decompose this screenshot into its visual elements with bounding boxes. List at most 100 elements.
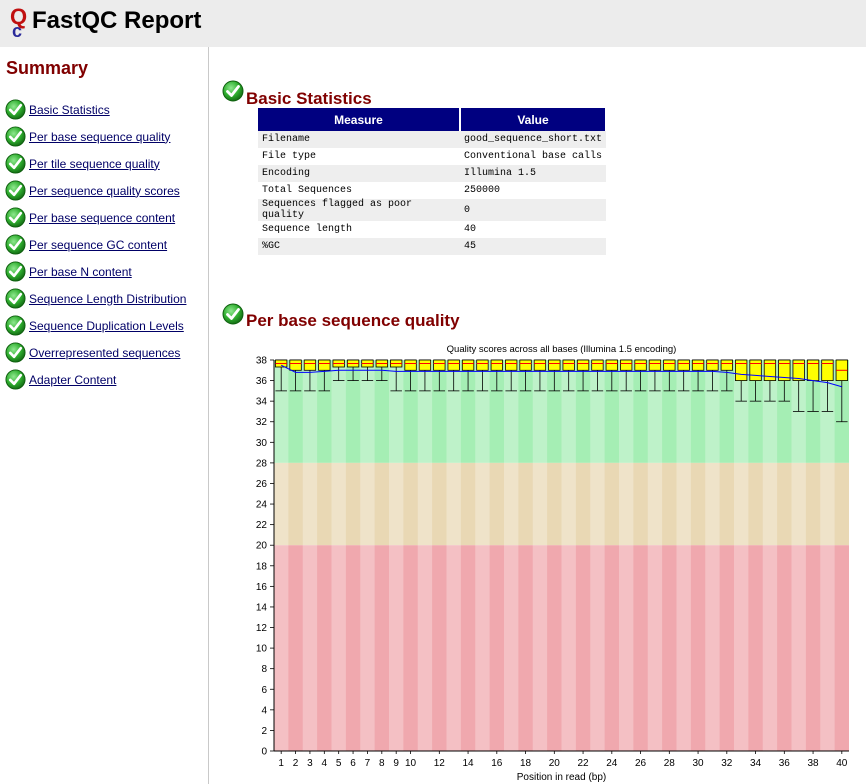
y-tick-label: 0 (261, 747, 267, 758)
quality-box (418, 359, 432, 371)
quality-box (749, 359, 762, 381)
quality-box (519, 359, 532, 371)
summary-item-overrepresented-sequences[interactable]: Overrepresented sequences (5, 339, 186, 366)
pass-check-icon (5, 288, 26, 309)
table-header-measure: Measure (258, 108, 461, 131)
column-stripe (475, 360, 490, 751)
column-stripe (360, 360, 375, 751)
summary-link[interactable]: Per tile sequence quality (29, 156, 160, 171)
table-row: Sequence length 40 (258, 221, 607, 238)
summary-link[interactable]: Overrepresented sequences (29, 345, 181, 360)
summary-link[interactable]: Sequence Duplication Levels (29, 318, 184, 333)
value-cell: Illumina 1.5 (460, 165, 607, 182)
summary-link[interactable]: Basic Statistics (29, 102, 110, 117)
summary-item-per-base-sequence-content[interactable]: Per base sequence content (5, 204, 186, 231)
table-row: %GC 45 (258, 238, 607, 255)
measure-cell: Encoding (258, 165, 460, 182)
quality-box (821, 359, 834, 381)
x-tick-label: 28 (664, 758, 676, 769)
column-stripe (561, 360, 576, 751)
quality-box (720, 359, 733, 371)
column-stripe (676, 360, 691, 751)
summary-item-basic-statistics[interactable]: Basic Statistics (5, 96, 186, 123)
pass-check-icon (5, 342, 26, 363)
summary-link[interactable]: Per base sequence content (29, 210, 176, 225)
y-tick-label: 26 (256, 479, 268, 490)
y-tick-label: 24 (256, 500, 268, 511)
pass-check-icon (222, 303, 244, 325)
value-cell: 40 (460, 221, 607, 238)
pass-check-icon (5, 153, 26, 174)
summary-link[interactable]: Adapter Content (29, 372, 117, 387)
table-row: Total Sequences 250000 (258, 182, 607, 199)
chart-title: Quality scores across all bases (Illumin… (447, 344, 677, 355)
report-header: Q c FastQC Report (0, 0, 866, 47)
x-tick-label: 5 (336, 758, 342, 769)
x-tick-label: 18 (520, 758, 532, 769)
x-tick-label: 12 (434, 758, 446, 769)
x-tick-label: 1 (278, 758, 284, 769)
summary-item-sequence-duplication-levels[interactable]: Sequence Duplication Levels (5, 312, 186, 339)
summary-link[interactable]: Per sequence GC content (29, 237, 168, 252)
quality-box (620, 359, 633, 371)
y-tick-label: 2 (261, 726, 267, 737)
summary-item-adapter-content[interactable]: Adapter Content (5, 366, 186, 393)
summary-item-sequence-length-distribution[interactable]: Sequence Length Distribution (5, 285, 186, 312)
x-tick-label: 38 (808, 758, 820, 769)
value-cell: 0 (460, 199, 607, 221)
y-tick-label: 20 (256, 541, 268, 552)
y-tick-label: 34 (256, 397, 268, 408)
column-stripe (619, 360, 634, 751)
quality-box (447, 359, 460, 371)
pass-check-icon (5, 126, 26, 147)
basic-statistics-table: Measure Value Filename good_sequence_sho… (258, 108, 608, 255)
x-tick-label: 7 (365, 758, 371, 769)
quality-box (591, 359, 604, 371)
value-cell: Conventional base calls (460, 148, 607, 165)
x-tick-label: 9 (393, 758, 399, 769)
quality-box (318, 359, 331, 371)
quality-box (433, 359, 446, 371)
x-tick-label: 4 (322, 758, 328, 769)
quality-chart: Quality scores across all bases (Illumin… (256, 344, 849, 783)
x-tick-label: 6 (350, 758, 356, 769)
column-stripe (820, 360, 835, 751)
x-tick-label: 36 (779, 758, 791, 769)
table-row: Encoding Illumina 1.5 (258, 165, 607, 182)
y-tick-label: 38 (256, 356, 268, 367)
column-stripe (590, 360, 605, 751)
y-tick-label: 28 (256, 458, 268, 469)
y-tick-label: 12 (256, 623, 268, 634)
value-cell: 45 (460, 238, 607, 255)
column-stripe (504, 360, 519, 751)
table-row: File type Conventional base calls (258, 148, 607, 165)
pass-check-icon (5, 369, 26, 390)
x-tick-label: 22 (578, 758, 590, 769)
pass-check-icon (222, 80, 244, 102)
summary-link[interactable]: Per sequence quality scores (29, 183, 180, 198)
mean-line (280, 364, 842, 388)
quality-box (461, 359, 475, 371)
measure-cell: Filename (258, 131, 460, 148)
quality-box (533, 359, 547, 371)
svg-text:Q: Q (10, 4, 27, 29)
y-tick-label: 16 (256, 582, 268, 593)
basic-statistics-heading: Basic Statistics (246, 89, 372, 108)
x-tick-label: 34 (750, 758, 762, 769)
summary-item-per-base-n-content[interactable]: Per base N content (5, 258, 186, 285)
summary-link[interactable]: Sequence Length Distribution (29, 291, 187, 306)
svg-text:c: c (12, 21, 22, 40)
summary-item-per-base-sequence-quality[interactable]: Per base sequence quality (5, 123, 186, 150)
summary-item-per-sequence-gc-content[interactable]: Per sequence GC content (5, 231, 186, 258)
quality-box (691, 359, 705, 371)
x-tick-label: 32 (721, 758, 733, 769)
summary-link[interactable]: Per base N content (29, 264, 132, 279)
summary-item-per-sequence-quality-scores[interactable]: Per sequence quality scores (5, 177, 186, 204)
summary-list: Basic Statistics Per base sequence quali… (5, 96, 186, 393)
summary-link[interactable]: Per base sequence quality (29, 129, 171, 144)
y-tick-label: 14 (256, 602, 268, 613)
measure-cell: Sequence length (258, 221, 460, 238)
column-stripe (274, 360, 289, 751)
summary-item-per-tile-sequence-quality[interactable]: Per tile sequence quality (5, 150, 186, 177)
pass-check-icon (5, 99, 26, 120)
